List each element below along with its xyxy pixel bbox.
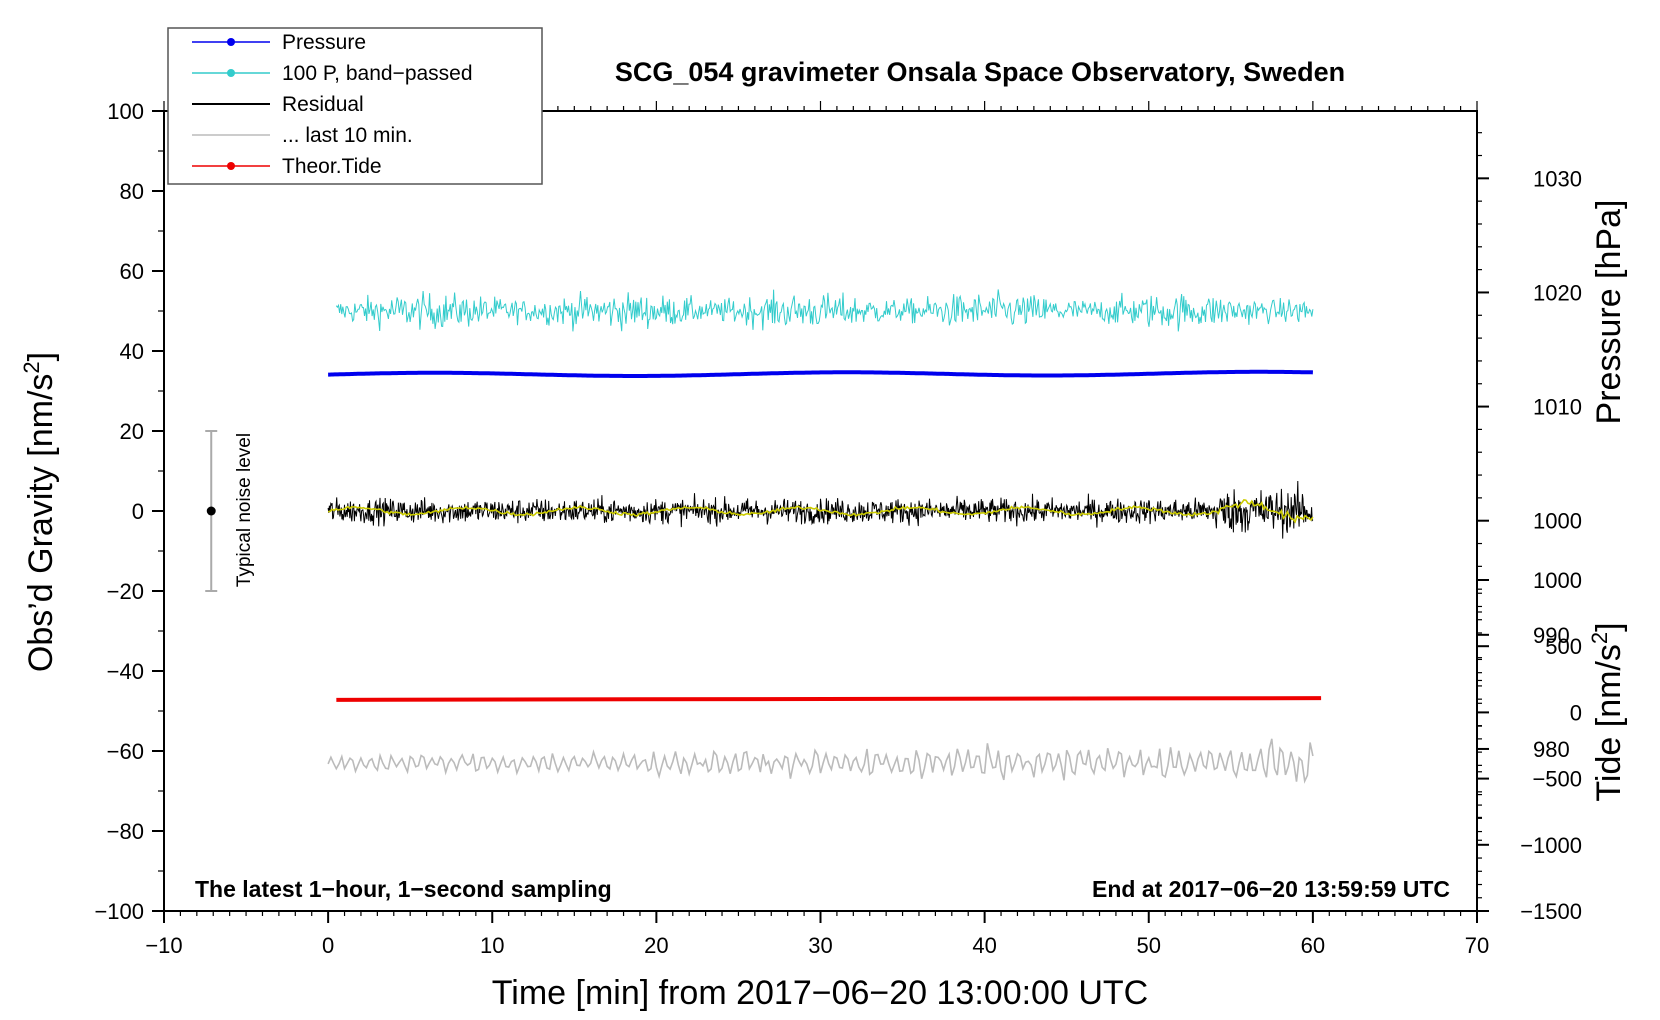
tide-tick-label-3: 0 [1570, 700, 1582, 725]
pressure-tick-label-4: 1020 [1533, 280, 1582, 305]
tide-axis-ticks: −1500 −1000 −500 0 500 1000 [1477, 568, 1582, 924]
x-tick-label-4: 30 [808, 933, 832, 958]
y-tick-label-1: −80 [107, 819, 144, 844]
legend-label-1: 100 P, band−passed [282, 62, 473, 85]
pressure-tick-label-0: 980 [1533, 737, 1570, 762]
legend-items: Pressure 100 P, band−passed Residual ... la… [192, 31, 473, 178]
tide-tick-label-4: 500 [1545, 634, 1582, 659]
chart-title: SCG_054 gravimeter Onsala Space Observat… [615, 57, 1345, 87]
series-residual-smoothed [327, 499, 1314, 524]
y-tick-label-10: 100 [107, 99, 144, 124]
pressure-tick-label-2: 1000 [1533, 509, 1582, 534]
note-right: End at 2017−06−20 13:59:59 UTC [1092, 876, 1450, 902]
pressure-tick-label-1: 990 [1533, 623, 1570, 648]
noise-bar-point [206, 506, 216, 516]
pressure-tick-label-3: 1010 [1533, 395, 1582, 420]
legend-label-0: Pressure [282, 31, 366, 54]
x-tick-label-8: 70 [1465, 933, 1489, 958]
tide-axis-title-sup: 2 [1587, 632, 1612, 644]
tide-tick-label-0: −1500 [1520, 899, 1582, 924]
legend: Pressure 100 P, band−passed Residual ... la… [167, 27, 543, 185]
pressure-axis-title: Pressure [hPa] [1590, 200, 1628, 425]
legend-marker-0 [227, 38, 235, 46]
x-tick-label-7: 60 [1301, 933, 1325, 958]
tide-tick-label-1: −1000 [1520, 833, 1582, 858]
tide-tick-label-5: 1000 [1533, 568, 1582, 593]
y-tick-label-4: −20 [107, 579, 144, 604]
y-tick-label-3: −40 [107, 659, 144, 684]
legend-marker-1 [227, 69, 235, 77]
y-tick-label-6: 20 [120, 419, 144, 444]
y-tick-label-7: 40 [120, 339, 144, 364]
y-axis-title-left-sup: 2 [19, 361, 44, 373]
y-tick-label-5: 0 [132, 499, 144, 524]
pressure-tick-label-5: 1030 [1533, 166, 1582, 191]
series-band-passed [335, 289, 1314, 332]
tide-tick-label-2: −500 [1532, 767, 1582, 792]
y-tick-label-2: −60 [107, 739, 144, 764]
x-tick-label-0: −10 [145, 933, 182, 958]
x-tick-label-1: 0 [322, 933, 334, 958]
tide-axis-title-main: Tide [nm/s [1590, 644, 1628, 801]
y-axis-ticks: −100 −80 −60 −40 −20 0 20 40 60 80 100 [94, 99, 164, 924]
series-residual [327, 480, 1314, 539]
x-tick-label-3: 20 [644, 933, 668, 958]
legend-label-3: ... last 10 min. [282, 124, 413, 147]
y-axis-title-left: Obs’d Gravity [nm/s2] [19, 352, 60, 672]
tide-axis-title: Tide [nm/s2] [1587, 622, 1628, 801]
note-left: The latest 1−hour, 1−second sampling [195, 876, 612, 902]
y-tick-label-8: 60 [120, 259, 144, 284]
legend-label-4: Theor.Tide [282, 155, 382, 178]
series-pressure [328, 369, 1314, 378]
x-tick-label-6: 50 [1137, 933, 1161, 958]
series-layer [327, 289, 1322, 784]
legend-marker-4 [227, 162, 235, 170]
noise-level-indicator [205, 430, 218, 592]
y-tick-label-0: −100 [94, 899, 144, 924]
x-axis-title: Time [min] from 2017−06−20 13:00:00 UTC [492, 974, 1148, 1012]
y-axis-title-left-end: ] [22, 352, 60, 361]
series-theor-tide [336, 696, 1322, 702]
legend-box [167, 27, 543, 185]
minor-ticks [158, 101, 1482, 916]
series-last-10-min [327, 738, 1314, 784]
y-axis-title-left-main: Obs’d Gravity [nm/s [22, 374, 60, 673]
x-axis-ticks: −10 0 10 20 30 40 50 60 70 [145, 911, 1489, 958]
x-tick-label-2: 10 [480, 933, 504, 958]
pressure-axis-ticks: 980 990 1000 1010 1020 1030 [1477, 166, 1582, 762]
x-tick-label-5: 40 [972, 933, 996, 958]
y-tick-label-9: 80 [120, 179, 144, 204]
noise-level-label: Typical noise level [234, 433, 255, 587]
legend-label-2: Residual [282, 93, 364, 116]
tide-axis-title-end: ] [1590, 622, 1628, 631]
